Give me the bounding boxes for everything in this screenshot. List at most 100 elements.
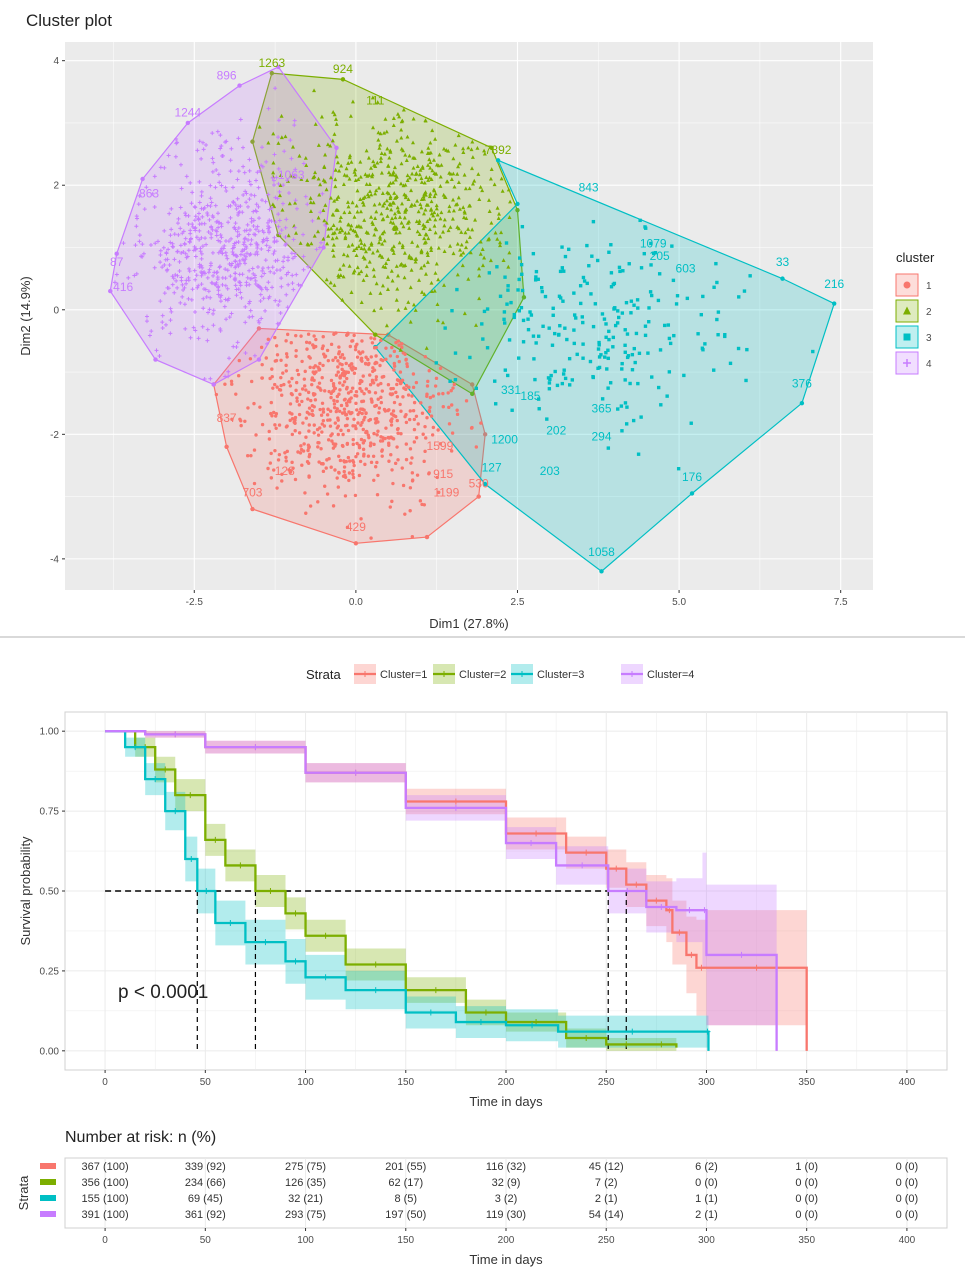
point — [405, 178, 410, 182]
point — [178, 205, 183, 210]
point — [277, 452, 282, 457]
point — [459, 252, 464, 257]
point — [419, 401, 423, 405]
point — [671, 278, 676, 283]
point — [391, 172, 396, 176]
point — [204, 242, 209, 247]
point — [457, 161, 462, 166]
point — [217, 220, 222, 225]
point — [314, 344, 318, 349]
point — [331, 242, 336, 247]
x-tick-label: 5.0 — [672, 597, 686, 608]
point — [267, 229, 272, 234]
point — [378, 155, 383, 160]
point — [572, 291, 576, 295]
point — [233, 259, 238, 264]
point — [359, 269, 364, 274]
point — [372, 478, 376, 483]
point — [182, 285, 187, 290]
point — [249, 276, 254, 281]
point — [488, 176, 493, 181]
point — [623, 343, 627, 347]
point — [425, 260, 430, 264]
point — [304, 435, 308, 439]
point — [272, 204, 277, 209]
point — [276, 118, 281, 123]
point — [301, 161, 306, 166]
point — [241, 145, 246, 150]
point — [293, 198, 298, 203]
point — [351, 442, 355, 447]
point — [284, 272, 289, 277]
point — [390, 499, 394, 504]
point — [421, 226, 426, 231]
point — [407, 153, 412, 158]
point — [270, 414, 274, 418]
point — [411, 140, 416, 145]
point — [333, 444, 337, 448]
point — [419, 205, 424, 210]
point — [623, 401, 628, 405]
point — [276, 212, 281, 217]
point — [366, 454, 371, 458]
point — [578, 284, 583, 288]
point — [251, 271, 256, 276]
point — [252, 481, 257, 486]
point — [632, 303, 636, 307]
point — [418, 167, 423, 172]
point — [278, 173, 283, 178]
point — [354, 203, 359, 208]
x-tick-label: 100 — [297, 1235, 314, 1246]
point — [257, 216, 262, 221]
point — [324, 187, 329, 192]
point — [637, 351, 642, 356]
point — [517, 277, 521, 282]
point — [271, 386, 275, 390]
point — [489, 220, 494, 225]
point — [254, 433, 258, 437]
point — [286, 191, 291, 196]
point — [343, 230, 348, 235]
point — [255, 265, 260, 270]
point — [682, 373, 686, 378]
point — [260, 268, 265, 273]
point — [166, 247, 171, 252]
point — [271, 131, 276, 136]
point — [294, 272, 299, 277]
point — [216, 285, 221, 290]
point — [466, 145, 471, 150]
point — [260, 198, 265, 203]
point — [409, 256, 414, 260]
risk-cell: 2 (1) — [595, 1193, 618, 1205]
point — [167, 211, 172, 216]
point — [393, 461, 398, 466]
point — [404, 412, 408, 417]
point — [353, 167, 358, 172]
point — [509, 300, 513, 305]
y-tick-label: -2 — [50, 430, 59, 441]
point — [358, 237, 363, 242]
point — [180, 294, 185, 299]
censor-mark — [533, 830, 540, 837]
point — [392, 364, 397, 368]
point — [499, 230, 504, 235]
point — [363, 462, 367, 467]
point — [321, 344, 325, 348]
censor-mark — [704, 1028, 711, 1035]
risk-cell: 0 (0) — [795, 1193, 818, 1205]
point — [412, 427, 417, 432]
point — [353, 493, 358, 498]
point — [338, 458, 343, 463]
point — [431, 394, 435, 398]
point — [387, 202, 392, 206]
point — [402, 275, 407, 280]
point — [290, 376, 294, 381]
point — [225, 268, 230, 273]
point — [226, 220, 231, 225]
point-label: 603 — [676, 261, 696, 275]
point — [284, 455, 288, 460]
legend-label: 4 — [926, 359, 932, 370]
point — [251, 224, 256, 229]
point — [246, 232, 251, 237]
point — [449, 389, 453, 393]
